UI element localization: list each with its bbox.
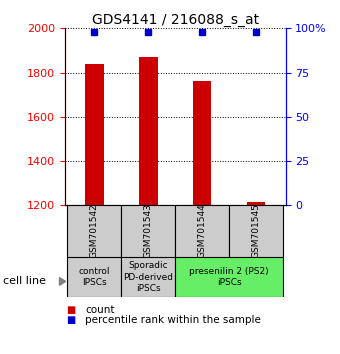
Bar xyxy=(175,257,283,297)
Bar xyxy=(193,81,211,205)
Text: GSM701544: GSM701544 xyxy=(198,204,207,258)
Bar xyxy=(121,205,175,257)
Bar xyxy=(121,257,175,297)
Text: ■: ■ xyxy=(66,306,75,315)
Title: GDS4141 / 216088_s_at: GDS4141 / 216088_s_at xyxy=(91,13,259,27)
Polygon shape xyxy=(59,278,66,285)
Text: GSM701542: GSM701542 xyxy=(90,204,99,258)
Bar xyxy=(246,202,266,205)
Bar xyxy=(229,205,283,257)
Text: Sporadic
PD-derived
iPSCs: Sporadic PD-derived iPSCs xyxy=(123,261,173,293)
Bar xyxy=(67,257,121,297)
Text: cell line: cell line xyxy=(3,276,46,286)
Text: count: count xyxy=(85,306,115,315)
Text: presenilin 2 (PS2)
iPSCs: presenilin 2 (PS2) iPSCs xyxy=(189,267,269,287)
Bar xyxy=(67,205,121,257)
Text: control
IPSCs: control IPSCs xyxy=(79,267,110,287)
Bar xyxy=(139,57,157,205)
Text: GSM701543: GSM701543 xyxy=(143,204,153,258)
Text: GSM701545: GSM701545 xyxy=(252,204,260,258)
Text: ■: ■ xyxy=(66,315,75,325)
Bar xyxy=(175,205,229,257)
Text: percentile rank within the sample: percentile rank within the sample xyxy=(85,315,261,325)
Bar xyxy=(85,64,104,205)
